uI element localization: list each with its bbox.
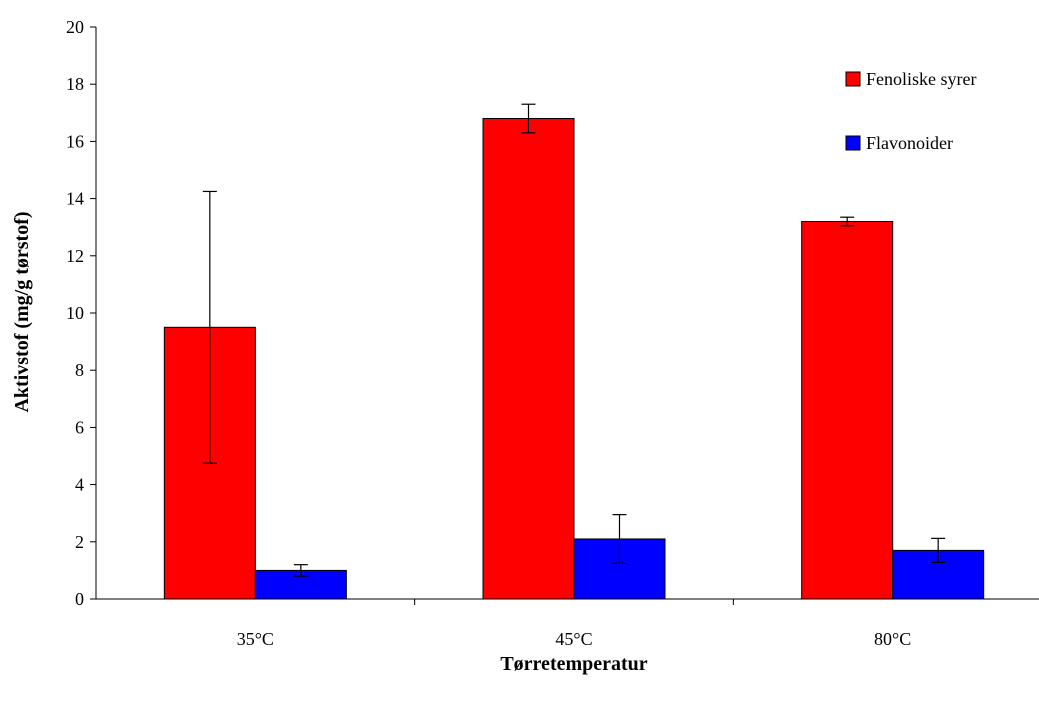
y-tick-label: 16 (66, 131, 84, 151)
y-tick-label: 6 (75, 417, 84, 437)
y-tick-label: 20 (66, 17, 84, 37)
bars-layer (163, 118, 985, 600)
x-category-label: 35°C (237, 629, 274, 649)
bar (482, 118, 575, 600)
legend-label: Flavonoider (866, 133, 953, 153)
y-axis-title: Aktivstof (mg/g tørstof) (11, 211, 33, 412)
x-category-label: 45°C (555, 629, 592, 649)
x-axis-title: Tørretemperatur (500, 653, 647, 675)
y-tick-label: 10 (66, 303, 84, 323)
y-tick-label: 2 (75, 532, 84, 552)
y-tick-label: 8 (75, 360, 84, 380)
y-tick-label: 4 (75, 475, 84, 495)
legend-swatch (845, 71, 861, 87)
error-bars-layer (202, 103, 946, 577)
legend-label: Fenoliske syrer (866, 69, 976, 89)
legend: Fenoliske syrer Flavonoider (845, 69, 976, 153)
y-tick-label: 18 (66, 74, 84, 94)
bar (801, 220, 894, 600)
y-ticks-layer: 0 2 4 6 8 10 12 14 16 18 20 (66, 17, 96, 609)
y-tick-label: 14 (66, 189, 84, 209)
x-category-layer: 35°C 45°C 80°C (237, 599, 911, 649)
y-tick-label: 12 (66, 246, 84, 266)
x-category-label: 80°C (874, 629, 911, 649)
legend-swatch (845, 135, 861, 151)
y-tick-label: 0 (75, 589, 84, 609)
